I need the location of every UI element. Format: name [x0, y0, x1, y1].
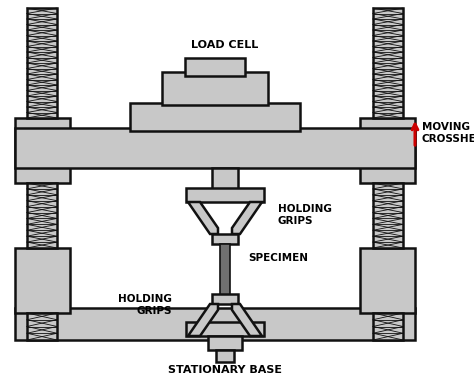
Bar [360, 248, 415, 313]
Bar [185, 58, 245, 76]
Polygon shape [188, 304, 218, 336]
Polygon shape [232, 304, 262, 336]
Bar [212, 294, 238, 304]
Bar [216, 350, 234, 362]
Text: SPECIMEN: SPECIMEN [248, 253, 308, 263]
Bar [360, 118, 415, 183]
Text: HOLDING
GRIPS: HOLDING GRIPS [118, 294, 172, 316]
Bar [186, 322, 264, 336]
Polygon shape [188, 202, 218, 234]
Text: LOAD CELL: LOAD CELL [191, 40, 259, 50]
Bar [220, 244, 230, 296]
Bar [212, 168, 238, 190]
Bar [208, 336, 242, 350]
Bar [15, 248, 70, 313]
Bar [130, 103, 300, 131]
Text: HOLDING
GRIPS: HOLDING GRIPS [278, 204, 332, 226]
Bar [186, 188, 264, 202]
Bar [373, 183, 403, 248]
Bar [162, 72, 268, 105]
Polygon shape [232, 202, 262, 234]
Bar [15, 128, 415, 168]
Text: MOVING
CROSSHEAD: MOVING CROSSHEAD [422, 122, 474, 144]
Text: STATIONARY BASE: STATIONARY BASE [168, 365, 282, 375]
Bar [15, 118, 70, 183]
Bar [15, 308, 415, 340]
Bar [212, 234, 238, 244]
Bar [27, 183, 57, 248]
Bar [27, 313, 57, 340]
Bar [373, 313, 403, 340]
Bar [27, 8, 57, 118]
Bar [373, 8, 403, 118]
